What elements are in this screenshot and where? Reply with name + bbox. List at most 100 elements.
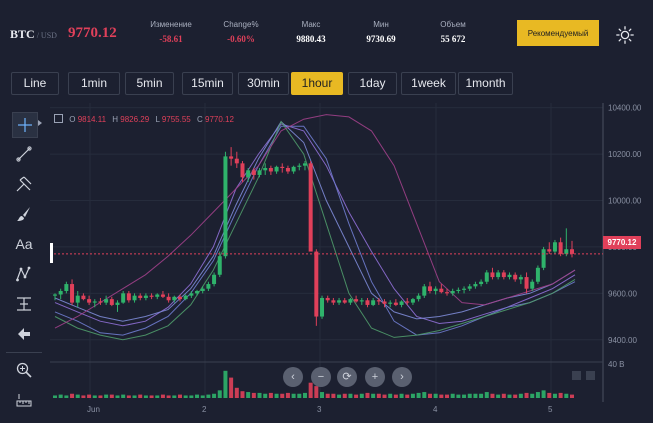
candle-body <box>320 297 325 317</box>
volume-bar <box>115 395 120 398</box>
prev-button[interactable]: ‹ <box>283 367 303 387</box>
symbol[interactable]: BTC / USD <box>10 27 57 42</box>
back-tool[interactable] <box>12 322 36 346</box>
volume-bar <box>75 394 80 398</box>
volume-bar <box>371 393 376 398</box>
pattern-tool[interactable] <box>12 262 36 286</box>
volume-bar <box>200 395 205 398</box>
measure-tool[interactable] <box>12 292 36 316</box>
volume-bar <box>405 394 410 398</box>
volume-bar <box>251 392 256 398</box>
crosshair-tool[interactable] <box>12 112 38 138</box>
tool-expand-icon[interactable] <box>38 120 42 126</box>
volume-bar <box>348 393 353 398</box>
timeframe-1month-button[interactable]: 1month <box>458 72 513 95</box>
timeframe-1hour-button[interactable]: 1hour <box>291 72 343 95</box>
sun-icon[interactable] <box>616 26 634 44</box>
volume-bar <box>325 393 330 398</box>
moving-average-line <box>54 120 576 341</box>
candle-body <box>507 274 512 278</box>
brush-tool[interactable] <box>12 202 36 226</box>
candle-body <box>70 284 75 303</box>
timeframe-15min-button[interactable]: 15min <box>182 72 233 95</box>
candle-body <box>547 249 552 252</box>
volume-axis-label: 40 B <box>608 360 624 369</box>
zoom-plus-button[interactable]: + <box>365 367 385 387</box>
candle-body <box>251 170 256 175</box>
timeframe-1day-button[interactable]: 1day <box>348 72 397 95</box>
pitchfork-tool[interactable] <box>12 172 36 196</box>
timeframe-1min-button[interactable]: 1min <box>68 72 120 95</box>
zoom-tool[interactable] <box>12 358 36 382</box>
candle-body <box>200 288 205 292</box>
candle-body <box>240 163 245 178</box>
legend-toggle-icon[interactable] <box>54 114 63 123</box>
candle-body <box>104 299 109 303</box>
volume-bar <box>291 393 296 398</box>
candle-body <box>325 297 330 301</box>
volume-bar <box>564 393 569 398</box>
timeframe-30min-button[interactable]: 30min <box>238 72 289 95</box>
volume-bar <box>479 393 484 398</box>
candle-body <box>354 299 359 302</box>
volume-bar <box>268 392 273 398</box>
volume-bar <box>143 395 148 398</box>
candle-body <box>359 300 364 302</box>
x-tick-label: 2 <box>202 405 207 414</box>
stat-value: 55 672 <box>440 34 466 44</box>
ruler-tool[interactable] <box>12 388 36 412</box>
volume-bar <box>382 394 387 398</box>
volume-bar <box>337 394 342 398</box>
volume-bar <box>70 393 75 398</box>
volume-bar <box>132 395 137 398</box>
volume-bar <box>257 392 262 398</box>
crosshair-icon <box>18 118 32 132</box>
recommended-button[interactable]: Рекомендуемый <box>517 20 599 46</box>
volume-bar <box>433 393 438 398</box>
candle-body <box>138 295 143 298</box>
candle-body <box>149 295 154 297</box>
price-pane <box>50 103 603 356</box>
x-tick-label: 5 <box>548 405 553 414</box>
candle-body <box>246 170 251 178</box>
volume-bar <box>98 395 103 398</box>
timeframe-5min-button[interactable]: 5min <box>125 72 174 95</box>
volume-bar <box>376 393 381 398</box>
ohlc-legend: O 9814.11 H 9826.29 L 9755.55 C 9770.12 <box>54 114 238 124</box>
candle-body <box>257 170 262 175</box>
stat-label: Объем <box>440 20 466 29</box>
candle-body <box>484 272 489 282</box>
candle-body <box>365 300 370 305</box>
zoom-out-button[interactable]: − <box>311 367 331 387</box>
candle-body <box>376 300 381 302</box>
candle-body <box>274 166 279 172</box>
volume-bar <box>513 394 518 398</box>
candle-body <box>143 295 148 298</box>
timeframe-line-button[interactable]: Line <box>11 72 59 95</box>
candle-body <box>558 242 563 254</box>
timeframe-1week-button[interactable]: 1week <box>401 72 456 95</box>
text-icon: Aa <box>15 236 33 252</box>
volume-bar <box>427 393 432 398</box>
reset-button[interactable]: ⟳ <box>337 367 357 387</box>
candle-body <box>450 291 455 294</box>
volume-bar <box>263 393 268 398</box>
pattern-icon <box>16 266 31 282</box>
candle-body <box>160 294 165 297</box>
stat-0: Изменение -58.61 <box>136 20 206 44</box>
stat-label: Change% <box>223 20 259 29</box>
last-price: 9770.12 <box>68 25 117 41</box>
candle-body <box>513 274 518 280</box>
candle-body <box>393 302 398 305</box>
volume-bar <box>320 392 325 398</box>
trendline-tool[interactable] <box>12 142 36 166</box>
volume-bar <box>314 386 319 398</box>
trendline-icon <box>16 146 32 162</box>
volume-bar <box>104 394 109 398</box>
candle-body <box>75 295 80 303</box>
next-button[interactable]: › <box>392 367 412 387</box>
volume-bar <box>558 392 563 398</box>
text-tool[interactable]: Aa <box>12 232 36 256</box>
candle-body <box>570 249 574 254</box>
